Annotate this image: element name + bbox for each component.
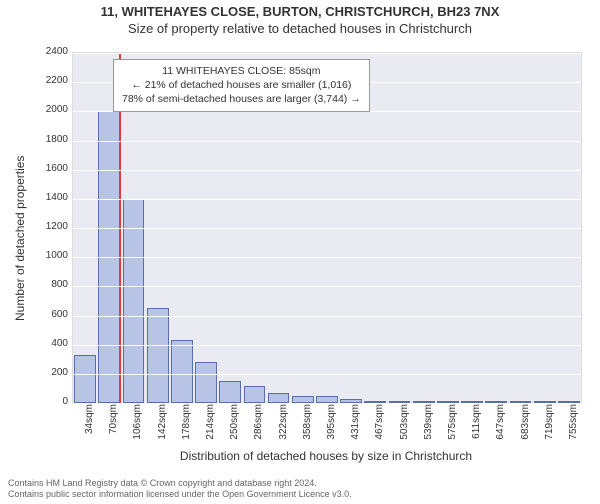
x-tick-label: 467sqm <box>374 404 385 444</box>
bar <box>171 340 193 403</box>
footer-line-1: Contains HM Land Registry data © Crown c… <box>8 478 352 489</box>
y-tick-label: 600 <box>8 309 68 320</box>
grid-line <box>73 374 581 375</box>
y-tick-label: 1800 <box>8 134 68 145</box>
x-tick-label: 395sqm <box>326 404 337 444</box>
y-tick-label: 400 <box>8 338 68 349</box>
bar <box>268 393 290 403</box>
y-tick-label: 1000 <box>8 250 68 261</box>
grid-line <box>73 228 581 229</box>
y-tick-label: 1200 <box>8 221 68 232</box>
x-tick-label: 70sqm <box>108 404 119 444</box>
grid-line <box>73 53 581 54</box>
bar <box>219 381 241 403</box>
x-tick-label: 755sqm <box>568 404 579 444</box>
x-tick-label: 250sqm <box>229 404 240 444</box>
footer-line-2: Contains public sector information licen… <box>8 489 352 500</box>
info-line-1: 11 WHITEHAYES CLOSE: 85sqm <box>122 64 361 78</box>
grid-line <box>73 257 581 258</box>
info-line-3: 78% of semi-detached houses are larger (… <box>122 92 361 106</box>
x-tick-label: 719sqm <box>544 404 555 444</box>
y-tick-label: 0 <box>8 396 68 407</box>
y-tick-label: 1600 <box>8 163 68 174</box>
x-tick-label: 142sqm <box>157 404 168 444</box>
bar <box>244 386 266 404</box>
x-tick-label: 503sqm <box>399 404 410 444</box>
grid-line <box>73 199 581 200</box>
x-tick-label: 286sqm <box>253 404 264 444</box>
x-tick-label: 431sqm <box>350 404 361 444</box>
page-subtitle: Size of property relative to detached ho… <box>0 21 600 36</box>
bar <box>195 362 217 403</box>
x-tick-label: 214sqm <box>205 404 216 444</box>
y-axis-label: Number of detached properties <box>13 156 27 321</box>
x-tick-label: 647sqm <box>495 404 506 444</box>
grid-line <box>73 316 581 317</box>
page-title: 11, WHITEHAYES CLOSE, BURTON, CHRISTCHUR… <box>0 4 600 19</box>
footer-text: Contains HM Land Registry data © Crown c… <box>8 478 352 501</box>
bar <box>123 199 145 403</box>
x-tick-label: 358sqm <box>302 404 313 444</box>
grid-line <box>73 345 581 346</box>
y-tick-label: 200 <box>8 367 68 378</box>
x-tick-label: 539sqm <box>423 404 434 444</box>
y-tick-label: 2400 <box>8 46 68 57</box>
info-line-2: ← 21% of detached houses are smaller (1,… <box>122 78 361 92</box>
y-tick-label: 1400 <box>8 192 68 203</box>
bar <box>74 355 96 403</box>
x-tick-label: 106sqm <box>132 404 143 444</box>
bar <box>292 396 314 403</box>
x-tick-label: 34sqm <box>84 404 95 444</box>
x-tick-label: 575sqm <box>447 404 458 444</box>
x-tick-label: 611sqm <box>471 404 482 444</box>
info-box: 11 WHITEHAYES CLOSE: 85sqm ← 21% of deta… <box>113 59 370 112</box>
x-axis-label: Distribution of detached houses by size … <box>72 449 580 463</box>
x-tick-label: 178sqm <box>181 404 192 444</box>
grid-line <box>73 141 581 142</box>
x-tick-label: 322sqm <box>278 404 289 444</box>
y-tick-label: 2200 <box>8 75 68 86</box>
bar <box>147 308 169 403</box>
plot-area: 11 WHITEHAYES CLOSE: 85sqm ← 21% of deta… <box>72 52 582 404</box>
grid-line <box>73 170 581 171</box>
x-tick-label: 683sqm <box>520 404 531 444</box>
y-tick-label: 800 <box>8 279 68 290</box>
y-tick-label: 2000 <box>8 104 68 115</box>
grid-line <box>73 286 581 287</box>
